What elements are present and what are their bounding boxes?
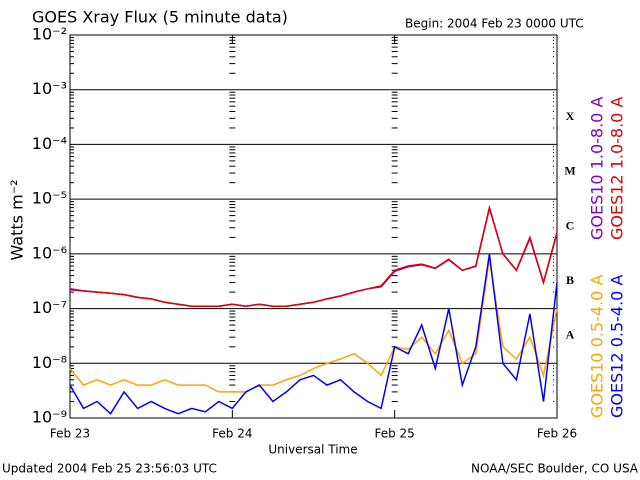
flare-class-label: C bbox=[566, 218, 575, 232]
chart-title: GOES Xray Flux (5 minute data) bbox=[32, 8, 288, 27]
legend-entry: GOES10 1.0-8.0 A bbox=[588, 97, 607, 240]
x-tick-label: Feb 24 bbox=[212, 427, 252, 441]
footer-right: NOAA/SEC Boulder, CO USA bbox=[471, 462, 639, 476]
y-tick-label: 10⁻⁵ bbox=[32, 189, 67, 208]
plot-frame bbox=[69, 34, 558, 419]
y-tick-label: 10⁻⁹ bbox=[32, 408, 67, 427]
series-line bbox=[69, 259, 558, 393]
legend-entry: GOES12 1.0-8.0 A bbox=[608, 97, 627, 240]
legend-entry: GOES12 0.5-4.0 A bbox=[608, 275, 627, 418]
y-axis-label: Watts m⁻² bbox=[8, 179, 27, 260]
x-axis-label: Universal Time bbox=[268, 443, 357, 457]
y-tick-label: 10⁻⁷ bbox=[32, 298, 67, 317]
y-tick-label: 10⁻⁶ bbox=[32, 243, 67, 262]
x-tick-label: Feb 25 bbox=[374, 427, 414, 441]
y-tick-label: 10⁻² bbox=[32, 25, 67, 44]
flare-class-label: A bbox=[566, 328, 575, 342]
y-tick-label: 10⁻³ bbox=[32, 79, 67, 98]
series-line bbox=[69, 204, 558, 308]
y-tick-label: 10⁻⁴ bbox=[32, 134, 67, 153]
series-line bbox=[69, 253, 558, 415]
flare-class-label: X bbox=[566, 109, 575, 123]
flare-class-label: M bbox=[564, 164, 575, 178]
legend-entry: GOES10 0.5-4.0 A bbox=[588, 275, 607, 418]
chart-subtitle: Begin: 2004 Feb 23 0000 UTC bbox=[405, 17, 584, 31]
y-tick-label: 10⁻⁸ bbox=[32, 353, 67, 372]
footer-left: Updated 2004 Feb 25 23:56:03 UTC bbox=[2, 462, 217, 476]
flare-class-label: B bbox=[566, 273, 574, 287]
x-tick-label: Feb 26 bbox=[537, 427, 577, 441]
x-tick-label: Feb 23 bbox=[50, 427, 90, 441]
